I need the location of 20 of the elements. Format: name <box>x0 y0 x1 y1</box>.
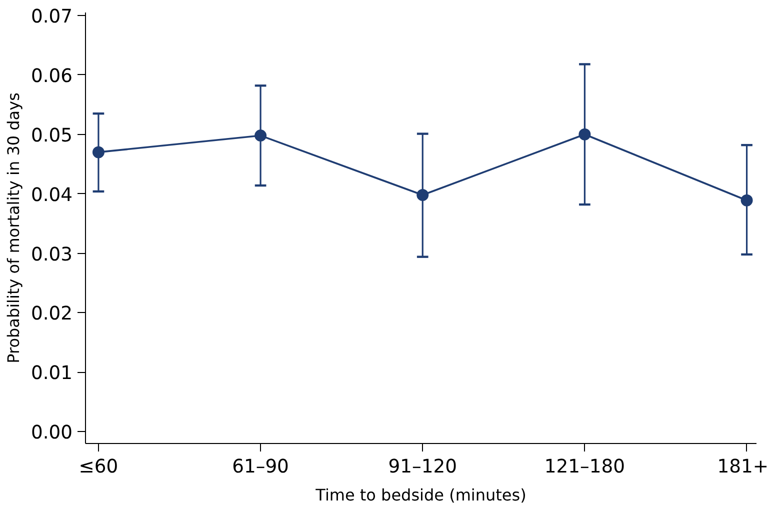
y-tick-label: 0.00 <box>30 422 73 444</box>
y-axis-title: Probability of mortality in 30 days <box>4 92 23 364</box>
point <box>92 146 104 158</box>
x-tick-label: 91–120 <box>388 456 457 478</box>
y-tick-label: 0.04 <box>30 184 73 206</box>
x-tick-label: 61–90 <box>232 456 289 478</box>
x-tick-label: 181+ <box>717 456 768 478</box>
point <box>416 189 429 201</box>
x-tick-label: ≤60 <box>78 456 118 478</box>
x-tick-label: 121–180 <box>544 456 625 478</box>
y-tick-label: 0.01 <box>30 363 73 384</box>
point <box>740 194 753 206</box>
y-tick-label: 0.02 <box>30 304 73 325</box>
point <box>578 128 591 140</box>
point <box>254 130 267 142</box>
y-tick-label: 0.07 <box>30 6 73 28</box>
y-tick-label: 0.06 <box>30 66 73 87</box>
x-axis-title: Time to bedside (minutes) <box>314 486 526 504</box>
y-tick-label: 0.03 <box>30 244 73 266</box>
y-tick-label: 0.05 <box>30 125 73 146</box>
